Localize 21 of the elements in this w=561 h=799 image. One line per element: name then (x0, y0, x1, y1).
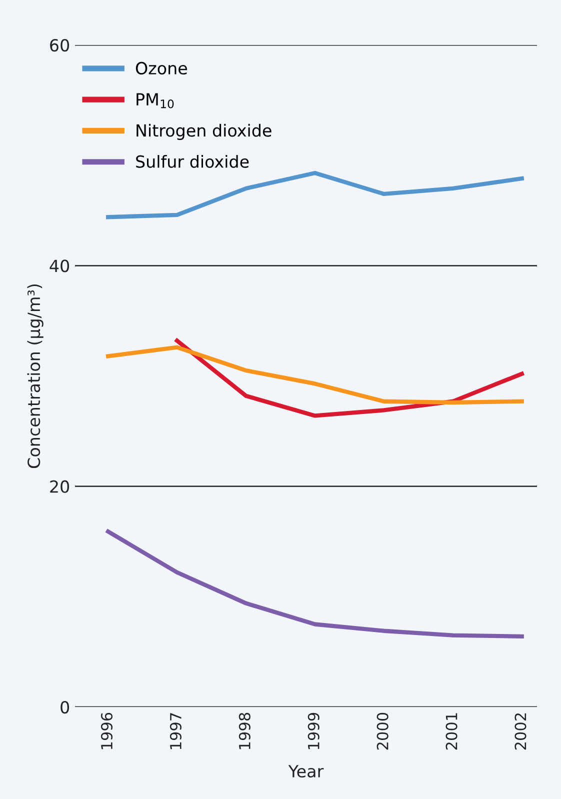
line-series (106, 529, 524, 638)
y-axis-title: Concentration (µg/m³) (27, 284, 44, 468)
legend-label: Sulfur dioxide (136, 155, 249, 168)
x-tick-label: 1999 (308, 712, 320, 750)
line-series (174, 338, 524, 418)
x-tick-label: 1997 (170, 713, 182, 750)
x-tick-label: 1998 (238, 712, 250, 750)
x-tick-label: 2002 (514, 713, 526, 750)
y-tick-label: 60 (50, 38, 70, 52)
line-series (106, 170, 524, 220)
legend-label: PM$_{10}$ (136, 93, 174, 108)
x-tick-label: 2000 (376, 712, 388, 750)
y-tick-label: 40 (50, 260, 70, 272)
y-tick-label: 20 (50, 480, 70, 493)
x-tick-label: 2001 (446, 713, 458, 750)
legend-label: Ozone (136, 62, 187, 75)
y-tick-label: 0 (60, 700, 70, 714)
x-axis-title: Year (288, 765, 324, 778)
legend-label: Nitrogen dioxide (136, 124, 272, 140)
line-series (106, 345, 524, 405)
x-tick-label: 1996 (100, 712, 113, 750)
